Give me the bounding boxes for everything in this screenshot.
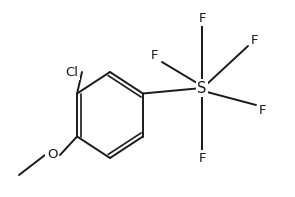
Text: F: F: [259, 103, 267, 116]
Text: F: F: [198, 11, 206, 24]
Text: F: F: [198, 151, 206, 164]
Text: F: F: [251, 33, 259, 46]
Text: O: O: [47, 149, 57, 162]
Text: Cl: Cl: [65, 65, 78, 78]
Text: F: F: [151, 48, 159, 61]
Text: S: S: [197, 81, 207, 96]
